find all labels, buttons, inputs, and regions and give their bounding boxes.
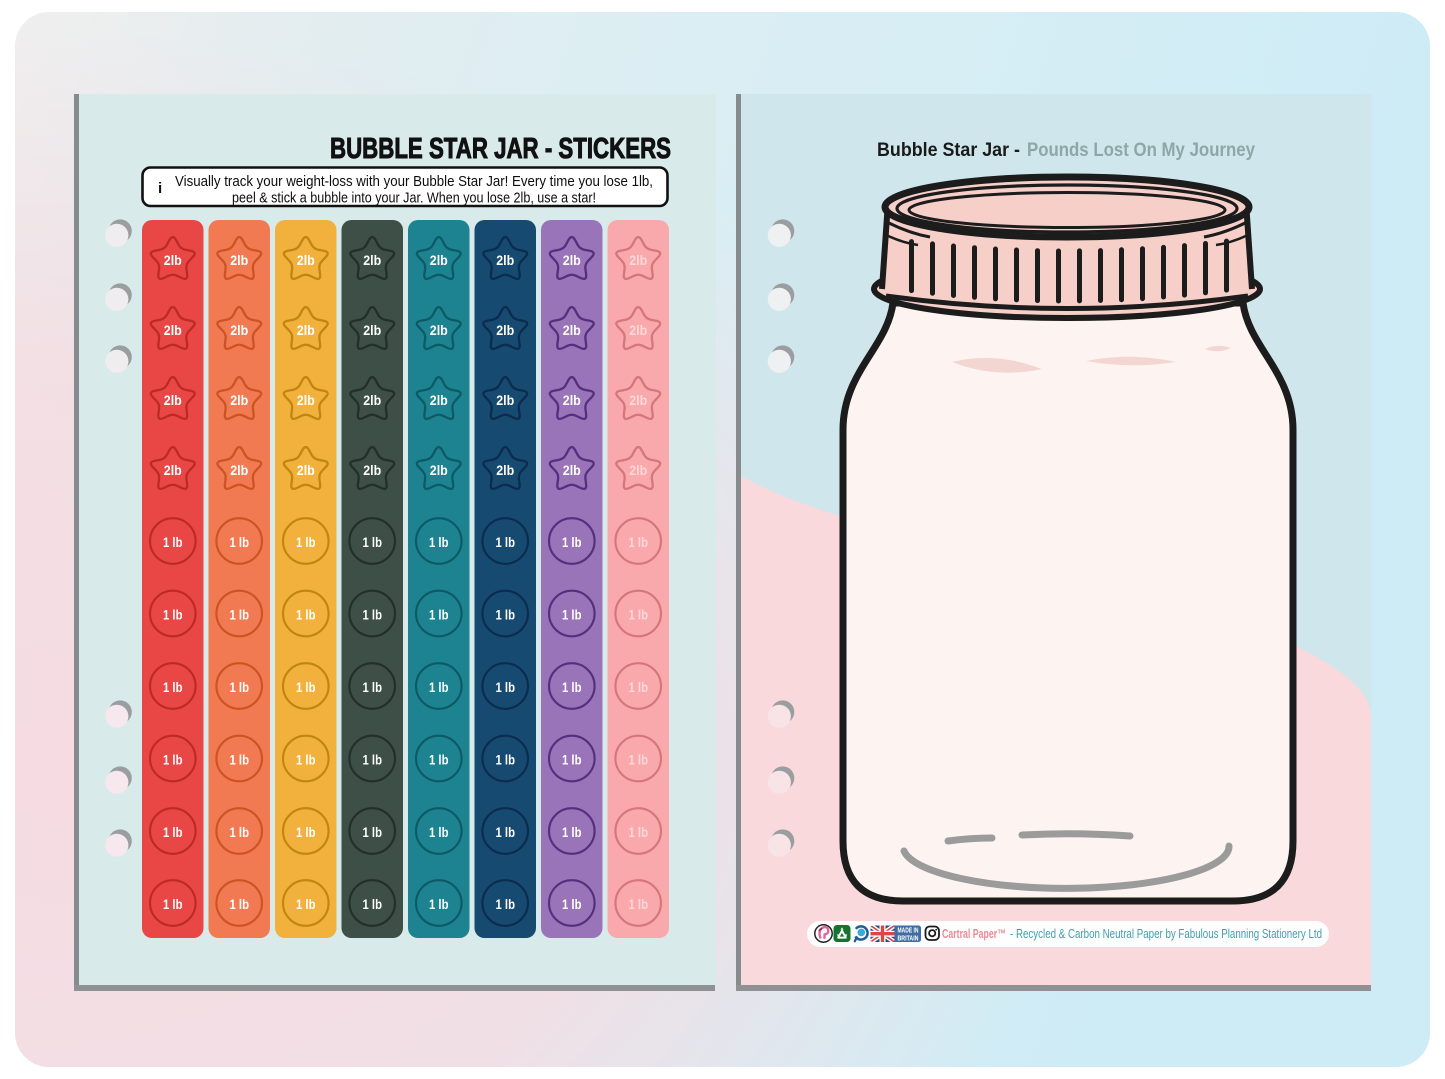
- svg-text:Cartral Paper™: Cartral Paper™: [942, 927, 1006, 941]
- svg-text:1 lb: 1 lb: [429, 606, 449, 622]
- svg-text:2lb: 2lb: [297, 252, 315, 268]
- svg-text:1 lb: 1 lb: [296, 824, 316, 840]
- svg-text:1 lb: 1 lb: [562, 751, 582, 767]
- svg-text:2lb: 2lb: [430, 252, 448, 268]
- svg-text:1 lb: 1 lb: [363, 534, 383, 550]
- svg-text:1 lb: 1 lb: [296, 679, 316, 695]
- svg-text:2lb: 2lb: [563, 322, 581, 338]
- svg-text:2lb: 2lb: [363, 462, 381, 478]
- svg-text:1 lb: 1 lb: [429, 679, 449, 695]
- svg-text:1 lb: 1 lb: [296, 751, 316, 767]
- svg-text:1 lb: 1 lb: [163, 751, 183, 767]
- svg-text:1 lb: 1 lb: [629, 534, 649, 550]
- svg-text:1 lb: 1 lb: [496, 896, 516, 912]
- svg-text:1 lb: 1 lb: [562, 679, 582, 695]
- svg-text:2lb: 2lb: [363, 392, 381, 408]
- svg-text:1 lb: 1 lb: [562, 824, 582, 840]
- svg-text:1 lb: 1 lb: [230, 896, 250, 912]
- svg-text:2lb: 2lb: [629, 462, 647, 478]
- svg-text:1 lb: 1 lb: [230, 534, 250, 550]
- svg-text:1 lb: 1 lb: [363, 824, 383, 840]
- svg-text:1 lb: 1 lb: [629, 751, 649, 767]
- svg-text:1 lb: 1 lb: [629, 824, 649, 840]
- svg-text:BRITAIN: BRITAIN: [898, 935, 919, 942]
- svg-text:Bubble Star Jar -: Bubble Star Jar -: [877, 140, 1020, 161]
- svg-text:1 lb: 1 lb: [429, 896, 449, 912]
- svg-text:2lb: 2lb: [297, 392, 315, 408]
- svg-text:1 lb: 1 lb: [230, 679, 250, 695]
- svg-text:1 lb: 1 lb: [629, 679, 649, 695]
- svg-text:2lb: 2lb: [230, 252, 248, 268]
- svg-text:2lb: 2lb: [430, 462, 448, 478]
- svg-text:BUBBLE STAR JAR - STICKERS: BUBBLE STAR JAR - STICKERS: [330, 133, 671, 165]
- svg-text:MADE IN: MADE IN: [898, 928, 919, 935]
- svg-text:2lb: 2lb: [563, 462, 581, 478]
- svg-text:1 lb: 1 lb: [163, 606, 183, 622]
- svg-text:1 lb: 1 lb: [562, 606, 582, 622]
- svg-text:2lb: 2lb: [563, 392, 581, 408]
- svg-text:2lb: 2lb: [164, 252, 182, 268]
- svg-text:1 lb: 1 lb: [363, 606, 383, 622]
- svg-text:1 lb: 1 lb: [496, 679, 516, 695]
- svg-text:1 lb: 1 lb: [429, 751, 449, 767]
- svg-text:2lb: 2lb: [563, 252, 581, 268]
- svg-text:2lb: 2lb: [164, 462, 182, 478]
- svg-text:2lb: 2lb: [430, 322, 448, 338]
- svg-text:2lb: 2lb: [496, 322, 514, 338]
- svg-text:2lb: 2lb: [230, 392, 248, 408]
- svg-text:2lb: 2lb: [164, 322, 182, 338]
- svg-text:2lb: 2lb: [496, 462, 514, 478]
- svg-text:1 lb: 1 lb: [230, 606, 250, 622]
- svg-text:1 lb: 1 lb: [163, 534, 183, 550]
- svg-text:2lb: 2lb: [629, 322, 647, 338]
- svg-text:1 lb: 1 lb: [163, 679, 183, 695]
- svg-text:1 lb: 1 lb: [629, 896, 649, 912]
- svg-text:2lb: 2lb: [629, 392, 647, 408]
- svg-text:1 lb: 1 lb: [363, 679, 383, 695]
- svg-text:2lb: 2lb: [363, 322, 381, 338]
- svg-text:1 lb: 1 lb: [562, 534, 582, 550]
- svg-text:1 lb: 1 lb: [496, 824, 516, 840]
- svg-text:1 lb: 1 lb: [496, 751, 516, 767]
- svg-text:2lb: 2lb: [363, 252, 381, 268]
- svg-text:1 lb: 1 lb: [429, 824, 449, 840]
- svg-text:2lb: 2lb: [629, 252, 647, 268]
- svg-text:2lb: 2lb: [297, 462, 315, 478]
- svg-text:peel & stick a bubble into you: peel & stick a bubble into your Jar. Whe…: [232, 191, 596, 207]
- svg-text:1 lb: 1 lb: [562, 896, 582, 912]
- svg-text:- Recycled & Carbon Neutral Pa: - Recycled & Carbon Neutral Paper by Fab…: [1010, 927, 1322, 941]
- svg-text:1 lb: 1 lb: [296, 606, 316, 622]
- svg-text:2lb: 2lb: [496, 392, 514, 408]
- svg-text:2lb: 2lb: [164, 392, 182, 408]
- svg-text:1 lb: 1 lb: [296, 896, 316, 912]
- svg-text:1 lb: 1 lb: [230, 751, 250, 767]
- svg-text:2lb: 2lb: [496, 252, 514, 268]
- svg-text:1 lb: 1 lb: [296, 534, 316, 550]
- svg-text:2lb: 2lb: [230, 322, 248, 338]
- svg-text:1 lb: 1 lb: [429, 534, 449, 550]
- svg-text:1 lb: 1 lb: [163, 824, 183, 840]
- svg-text:1 lb: 1 lb: [230, 824, 250, 840]
- svg-text:i: i: [158, 180, 162, 197]
- svg-text:2lb: 2lb: [230, 462, 248, 478]
- svg-text:2lb: 2lb: [430, 392, 448, 408]
- svg-text:Pounds Lost On My Journey: Pounds Lost On My Journey: [1027, 140, 1255, 161]
- svg-text:1 lb: 1 lb: [496, 534, 516, 550]
- svg-text:2lb: 2lb: [297, 322, 315, 338]
- svg-text:1 lb: 1 lb: [163, 896, 183, 912]
- svg-text:1 lb: 1 lb: [363, 896, 383, 912]
- svg-text:Visually track your weight-los: Visually track your weight-loss with you…: [175, 174, 653, 190]
- svg-text:1 lb: 1 lb: [363, 751, 383, 767]
- svg-text:1 lb: 1 lb: [629, 606, 649, 622]
- svg-text:1 lb: 1 lb: [496, 606, 516, 622]
